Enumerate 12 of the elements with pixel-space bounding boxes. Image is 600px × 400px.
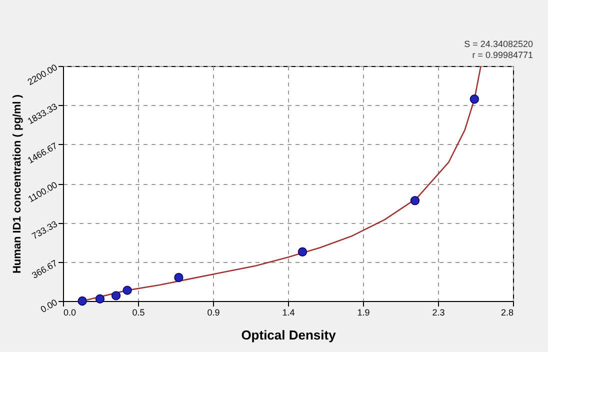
text: S = 24.34082520 [464, 39, 533, 49]
x-tick-label: 0.9 [207, 308, 220, 318]
x-tick-label: 2.3 [432, 308, 445, 318]
x-tick-label: 0.5 [132, 308, 145, 318]
y-tick-label: 0.00 [38, 297, 59, 315]
x-tick-label: 1.9 [357, 308, 370, 318]
x-axis-title: Optical Density [241, 328, 337, 342]
y-axis-title: Human ID1 concentration ( pg/ml ) [11, 94, 24, 274]
x-tick-label: 2.8 [500, 308, 514, 318]
x-tick-label: 1.4 [282, 308, 295, 318]
x-tick-label: 0.0 [64, 308, 76, 318]
text: r = 0.99984771 [472, 50, 533, 60]
